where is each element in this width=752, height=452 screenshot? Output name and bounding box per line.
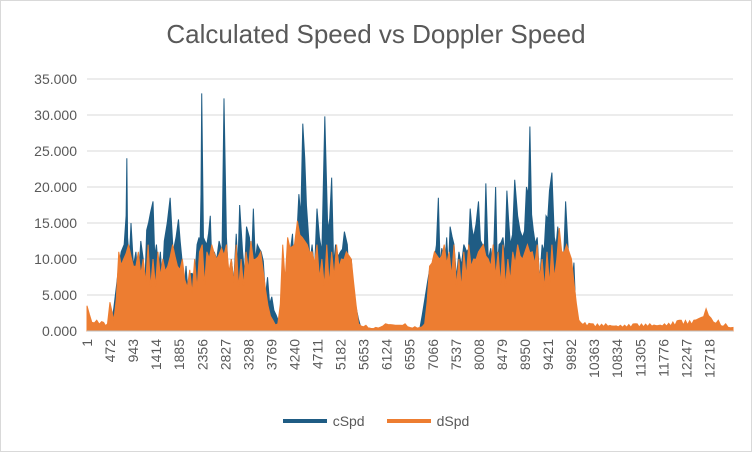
chart-legend: cSpd dSpd (1, 413, 751, 429)
x-tick-label: 3298 (240, 339, 256, 370)
legend-swatch-cspd (282, 419, 327, 423)
x-tick-label: 10363 (586, 339, 602, 378)
y-tick-label: 15.000 (34, 215, 77, 231)
y-tick-label: 5.000 (42, 287, 77, 303)
x-tick-label: 7066 (425, 339, 441, 370)
x-tick-label: 8950 (517, 339, 533, 370)
x-tick-label: 1885 (171, 339, 187, 370)
series-area-dSpd (86, 220, 734, 332)
x-tick-label: 9421 (540, 339, 556, 370)
legend-label-dspd: dSpd (436, 413, 470, 429)
x-tick-label: 6124 (379, 339, 395, 370)
y-tick-label: 20.000 (34, 179, 77, 195)
legend-label-cspd: cSpd (332, 413, 365, 429)
x-tick-label: 2356 (194, 339, 210, 370)
y-tick-label: 10.000 (34, 251, 77, 267)
x-tick-label: 943 (125, 339, 141, 363)
x-tick-label: 12247 (678, 339, 694, 378)
x-tick-label: 10834 (609, 339, 625, 378)
x-tick-label: 7537 (448, 339, 464, 370)
x-tick-label: 1 (79, 339, 95, 347)
x-tick-label: 11776 (655, 339, 671, 377)
x-tick-label: 472 (102, 339, 118, 363)
x-tick-label: 5653 (356, 339, 372, 370)
x-tick-label: 9892 (563, 339, 579, 370)
x-tick-label: 11305 (632, 339, 648, 377)
x-tick-label: 4711 (310, 339, 326, 369)
x-tick-label: 2827 (217, 339, 233, 370)
x-tick-label: 3769 (263, 339, 279, 370)
y-tick-label: 35.000 (34, 71, 77, 87)
y-tick-label: 25.000 (34, 143, 77, 159)
x-tick-label: 4240 (286, 339, 302, 370)
y-tick-label: 0.000 (42, 323, 77, 339)
chart-title: Calculated Speed vs Doppler Speed (166, 19, 586, 49)
legend-item-dspd: dSpd (386, 413, 470, 429)
legend-swatch-dspd (386, 419, 431, 423)
x-tick-label: 8008 (471, 339, 487, 370)
legend-item-cspd: cSpd (282, 413, 365, 429)
y-tick-label: 30.000 (34, 107, 77, 123)
x-tick-label: 6595 (402, 339, 418, 370)
x-tick-label: 1414 (148, 339, 164, 370)
x-tick-label: 5182 (333, 339, 349, 370)
x-tick-label: 8479 (494, 339, 510, 370)
x-tick-label: 12718 (701, 339, 717, 378)
